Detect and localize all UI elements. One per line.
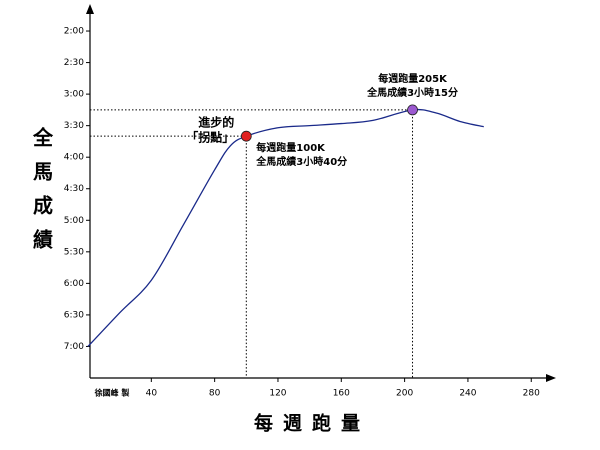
x-tick-label: 240 <box>459 389 476 399</box>
credit: 徐國峰 製 <box>94 388 130 398</box>
y-tick-label: 2:30 <box>64 58 84 68</box>
annotation-label: 進步的 <box>198 115 234 130</box>
y-tick-label: 5:30 <box>64 247 84 257</box>
annotation-note: 全馬成績3小時40分 <box>255 155 347 168</box>
x-tick-label: 160 <box>333 389 350 399</box>
y-tick-label: 6:00 <box>64 279 84 289</box>
line <box>87 108 484 347</box>
annotation-note: 全馬成績3小時15分 <box>366 86 458 99</box>
highlight-point <box>240 130 252 142</box>
y-tick-label: 4:30 <box>64 184 84 194</box>
y-tick-label: 3:30 <box>64 121 84 131</box>
y-tick-label: 5:00 <box>64 216 84 226</box>
x-axis-label: 每週跑量 <box>254 412 370 435</box>
annotation-label: 「拐點」 <box>186 130 234 145</box>
annotation-note: 每週跑量100K <box>256 141 326 154</box>
x-tick-label: 40 <box>146 389 158 399</box>
y-tick-label: 2:00 <box>64 27 84 37</box>
highlight-point <box>407 104 418 116</box>
x-tick-label: 80 <box>209 389 221 399</box>
x-axis-arrow <box>546 374 556 382</box>
y-tick-label: 7:00 <box>64 342 84 352</box>
annotation-note: 每週跑量205K <box>378 72 448 85</box>
y-axis-label: 全馬成績 <box>30 126 54 263</box>
y-tick-label: 3:00 <box>64 90 84 100</box>
y-axis-arrow <box>86 4 94 14</box>
x-tick-label: 200 <box>396 389 413 399</box>
x-tick-label: 280 <box>523 389 540 399</box>
x-tick-label: 120 <box>269 389 286 399</box>
y-tick-label: 4:00 <box>64 153 84 163</box>
y-tick-label: 6:30 <box>64 310 84 320</box>
